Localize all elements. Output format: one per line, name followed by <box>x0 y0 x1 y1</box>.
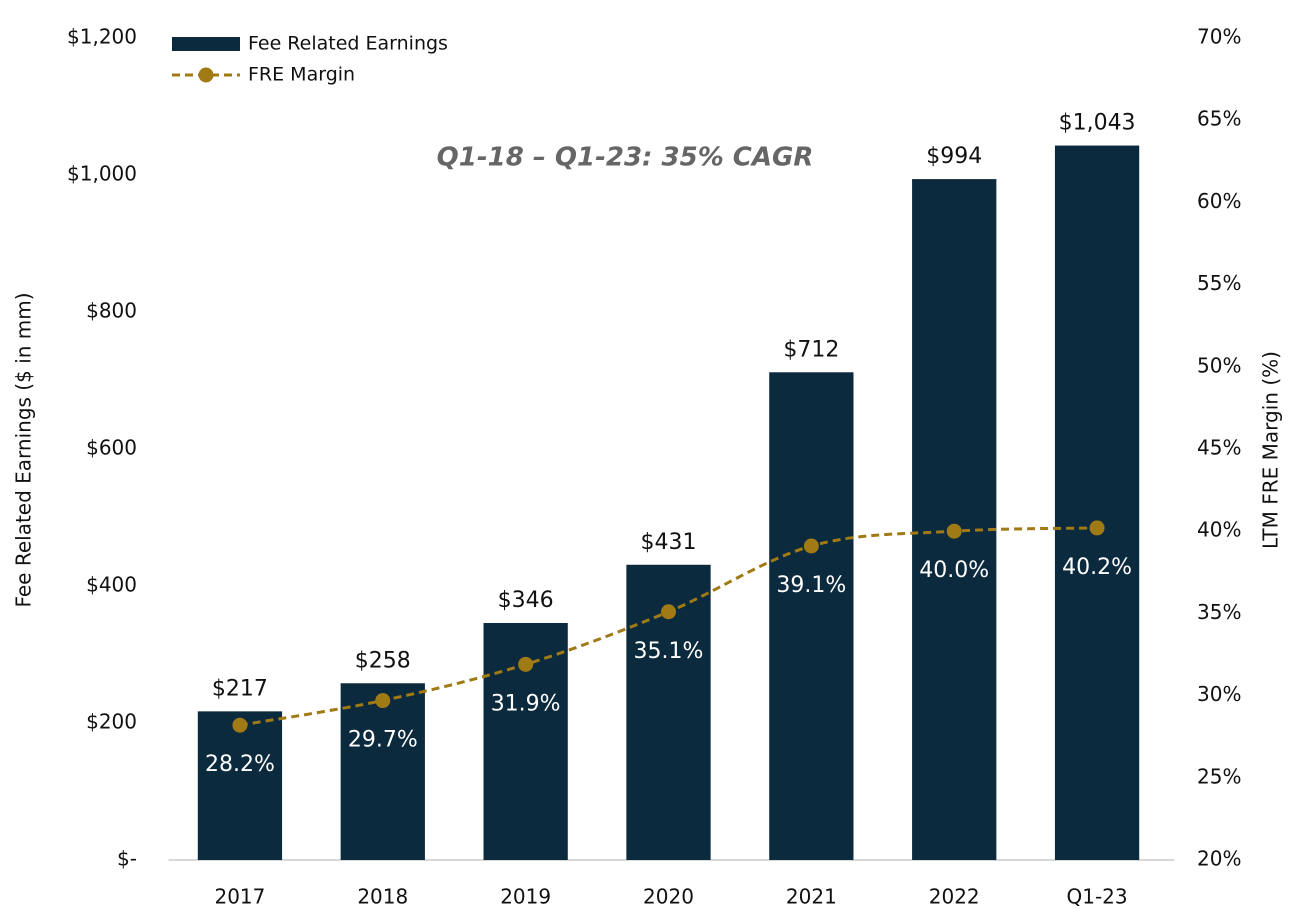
y2-tick-label: 50% <box>1197 353 1241 377</box>
y2-tick-label: 60% <box>1197 189 1241 213</box>
margin-point <box>1089 520 1105 536</box>
line-value-label: 40.0% <box>919 558 989 583</box>
y-tick-label: $200 <box>86 710 137 734</box>
legend-label: Fee Related Earnings <box>248 33 448 55</box>
y-tick-label: $1,000 <box>67 162 137 186</box>
margin-point <box>518 656 534 672</box>
line-value-label: 35.1% <box>634 639 704 664</box>
bar-value-label: $712 <box>783 337 839 362</box>
bar-value-label: $1,043 <box>1059 111 1136 136</box>
y-tick-label: $- <box>117 847 137 871</box>
bar <box>340 683 425 860</box>
line-value-label: 40.2% <box>1062 555 1132 580</box>
margin-point <box>946 523 962 539</box>
y-tick-label: $1,200 <box>67 25 137 49</box>
x-tick-label: 2019 <box>500 885 551 909</box>
x-tick-label: 2017 <box>214 885 265 909</box>
y2-tick-label: 30% <box>1197 682 1241 706</box>
bar <box>1054 145 1140 861</box>
bar <box>912 179 997 861</box>
annotation: Q1-18 – Q1-23: 35% CAGR <box>437 143 814 173</box>
margin-point <box>803 538 819 554</box>
legend-swatch <box>198 67 214 83</box>
y2-tick-label: 65% <box>1197 107 1241 131</box>
legend-label: FRE Margin <box>248 64 355 86</box>
line-value-label: 29.7% <box>348 728 418 753</box>
x-tick-label: 2021 <box>786 885 837 909</box>
bar-value-label: $346 <box>498 588 554 613</box>
bar-value-label: $994 <box>926 144 982 169</box>
legend-swatch <box>172 37 240 51</box>
y-tick-label: $400 <box>86 573 137 597</box>
x-tick-label: Q1-23 <box>1067 885 1128 909</box>
y2-tick-label: 45% <box>1197 436 1241 460</box>
y2-tick-label: 70% <box>1197 25 1241 49</box>
y2-tick-label: 40% <box>1197 518 1241 542</box>
y-axis-label: Fee Related Earnings ($ in mm) <box>12 292 36 607</box>
y-tick-label: $600 <box>86 436 137 460</box>
y-tick-label: $800 <box>86 299 137 323</box>
y2-tick-label: 35% <box>1197 600 1241 624</box>
line-value-label: 28.2% <box>205 752 275 777</box>
y2-tick-label: 55% <box>1197 271 1241 295</box>
x-tick-label: 2018 <box>357 885 408 909</box>
bar-value-label: $258 <box>355 648 411 673</box>
bar-value-label: $431 <box>641 530 697 555</box>
bar-value-label: $217 <box>212 676 268 701</box>
y2-tick-label: 25% <box>1197 764 1241 788</box>
y2-axis-label: LTM FRE Margin (%) <box>1259 351 1283 549</box>
y2-tick-label: 20% <box>1197 847 1241 871</box>
bar <box>197 711 283 860</box>
margin-point <box>375 693 391 709</box>
margin-point <box>232 717 248 733</box>
x-tick-label: 2020 <box>643 885 694 909</box>
x-tick-label: 2022 <box>929 885 980 909</box>
line-value-label: 31.9% <box>491 691 561 716</box>
line-value-label: 39.1% <box>776 573 846 598</box>
margin-point <box>661 604 676 620</box>
bar <box>769 372 854 860</box>
